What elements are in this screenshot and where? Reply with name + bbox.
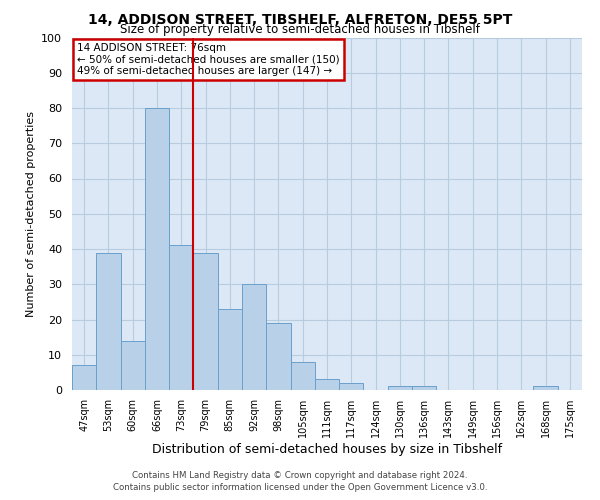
Bar <box>412 386 436 390</box>
Bar <box>290 362 315 390</box>
Bar <box>242 284 266 390</box>
Bar <box>121 340 145 390</box>
Bar <box>533 386 558 390</box>
Bar <box>315 380 339 390</box>
Bar <box>169 246 193 390</box>
Text: Contains HM Land Registry data © Crown copyright and database right 2024.
Contai: Contains HM Land Registry data © Crown c… <box>113 471 487 492</box>
Bar <box>266 323 290 390</box>
Text: 14 ADDISON STREET: 76sqm
← 50% of semi-detached houses are smaller (150)
49% of : 14 ADDISON STREET: 76sqm ← 50% of semi-d… <box>77 43 340 76</box>
Bar <box>96 252 121 390</box>
X-axis label: Distribution of semi-detached houses by size in Tibshelf: Distribution of semi-detached houses by … <box>152 442 502 456</box>
Bar <box>218 309 242 390</box>
Text: 14, ADDISON STREET, TIBSHELF, ALFRETON, DE55 5PT: 14, ADDISON STREET, TIBSHELF, ALFRETON, … <box>88 12 512 26</box>
Bar <box>339 383 364 390</box>
Bar <box>145 108 169 390</box>
Y-axis label: Number of semi-detached properties: Number of semi-detached properties <box>26 111 36 317</box>
Bar <box>388 386 412 390</box>
Text: Size of property relative to semi-detached houses in Tibshelf: Size of property relative to semi-detach… <box>120 22 480 36</box>
Bar <box>193 252 218 390</box>
Bar <box>72 366 96 390</box>
